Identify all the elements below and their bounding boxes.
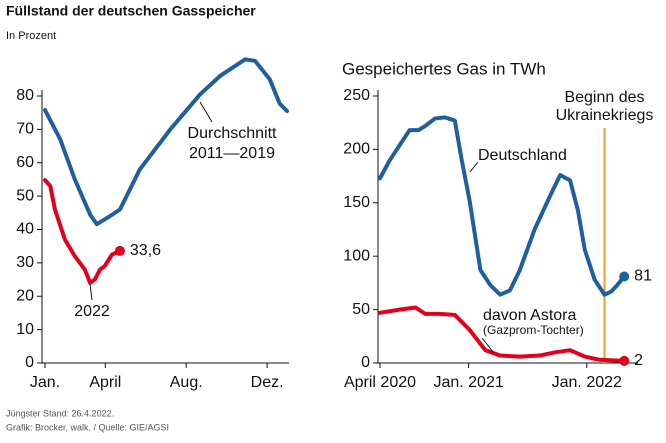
value-label: 33,6: [130, 242, 161, 259]
footer: Jüngster Stand: 26.4.2022.: [6, 408, 114, 418]
value-label: 81: [634, 268, 652, 285]
y-tick-label: 0: [25, 354, 34, 371]
series-label: Deutschland: [478, 147, 567, 164]
end-dot: [619, 355, 630, 366]
leader-line: [481, 337, 495, 354]
page-title: Füllstand der deutschen Gasspeicher: [6, 3, 256, 19]
end-dot: [114, 245, 125, 256]
x-tick-label: Aug.: [170, 374, 203, 391]
y-tick-label: 80: [16, 87, 34, 104]
data-line: [43, 57, 289, 227]
leader-line: [89, 283, 93, 301]
y-tick-label: 50: [352, 301, 370, 318]
leader-line: [469, 161, 479, 173]
series-label: 2022: [74, 303, 110, 320]
x-tick-label: April 2020: [344, 374, 416, 391]
y-tick-label: 250: [343, 87, 370, 104]
y-tick-label: 70: [16, 121, 34, 138]
footer: Grafik: Brocker, walk. / Quelle: GIE/AGS…: [6, 422, 169, 432]
data-line: [43, 178, 122, 285]
y-tick-label: 20: [16, 287, 34, 304]
annotation: Ukrainekriegs: [556, 107, 654, 124]
data-line: [378, 305, 627, 363]
y-tick-label: 0: [361, 354, 370, 371]
value-label: 2: [634, 352, 643, 369]
page-subtitle: In Prozent: [6, 30, 56, 42]
series-label: Durchschnitt: [188, 125, 277, 142]
x-tick-label: Jan. 2021: [433, 374, 503, 391]
y-tick-label: 50: [16, 187, 34, 204]
x-tick-label: Jan. 2022: [552, 374, 622, 391]
series-label: 2011—2019: [189, 145, 275, 162]
y-tick-label: 150: [343, 194, 370, 211]
annotation: Beginn des: [564, 89, 644, 106]
y-tick-label: 10: [16, 321, 34, 338]
series-sublabel: (Gazprom-Tochter): [483, 323, 584, 337]
data-line: [378, 115, 627, 297]
y-tick-label: 200: [343, 141, 370, 158]
y-tick-label: 60: [16, 154, 34, 171]
y-tick-label: 40: [16, 221, 34, 238]
y-tick-label: 100: [343, 247, 370, 264]
end-dot: [619, 271, 630, 282]
y-tick-label: 30: [16, 254, 34, 271]
series-label: davon Astora: [483, 307, 577, 324]
leader-line: [199, 101, 213, 123]
x-tick-label: Jan.: [30, 374, 60, 391]
x-tick-label: Dez.: [251, 374, 284, 391]
x-tick-label: April: [89, 374, 121, 391]
chart-title: Gespeichertes Gas in TWh: [342, 59, 546, 78]
